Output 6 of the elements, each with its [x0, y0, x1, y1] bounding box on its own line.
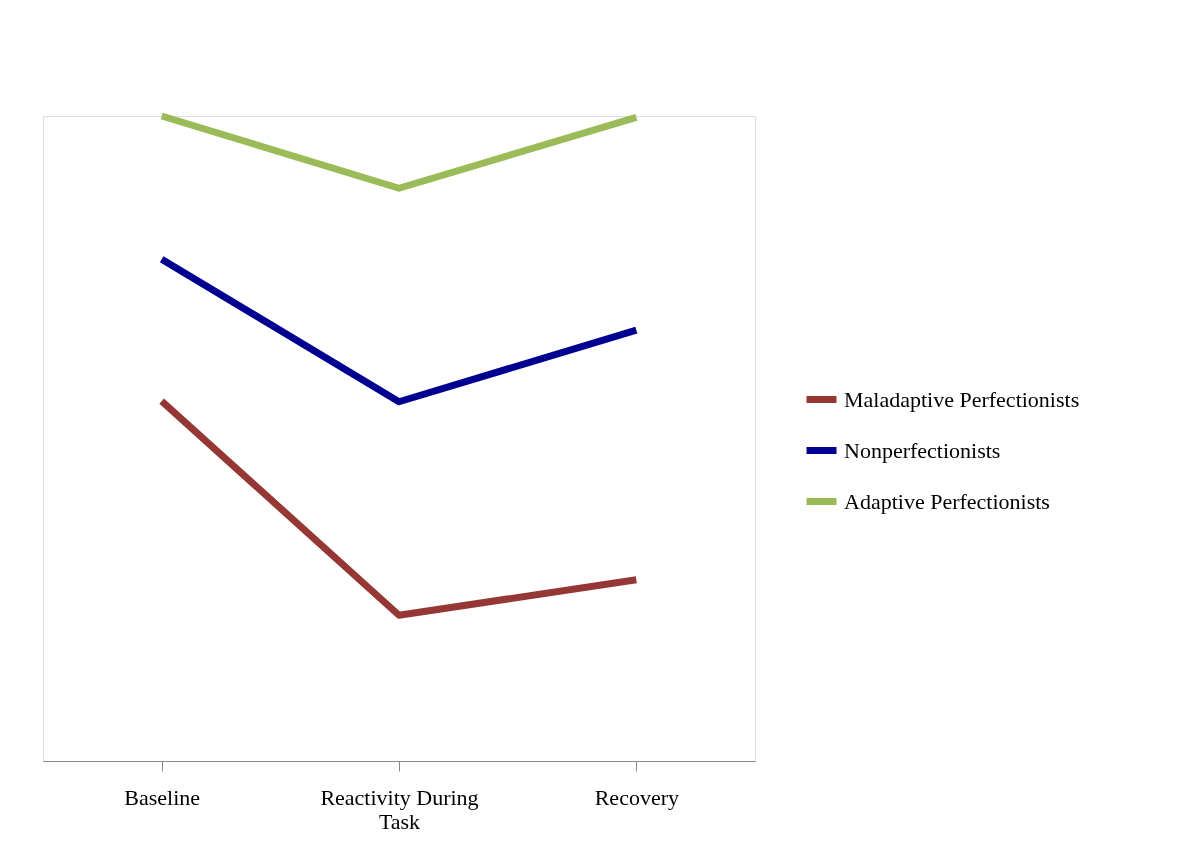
x-tick-label: Baseline — [124, 784, 201, 810]
x-tick-label: Recovery — [594, 784, 679, 810]
legend-label: Adaptive Perfectionists — [844, 488, 1050, 514]
legend-label: Maladaptive Perfectionists — [844, 386, 1080, 412]
legend-label: Nonperfectionists — [844, 437, 1001, 463]
x-tick-label: Reactivity During Task — [320, 784, 479, 834]
